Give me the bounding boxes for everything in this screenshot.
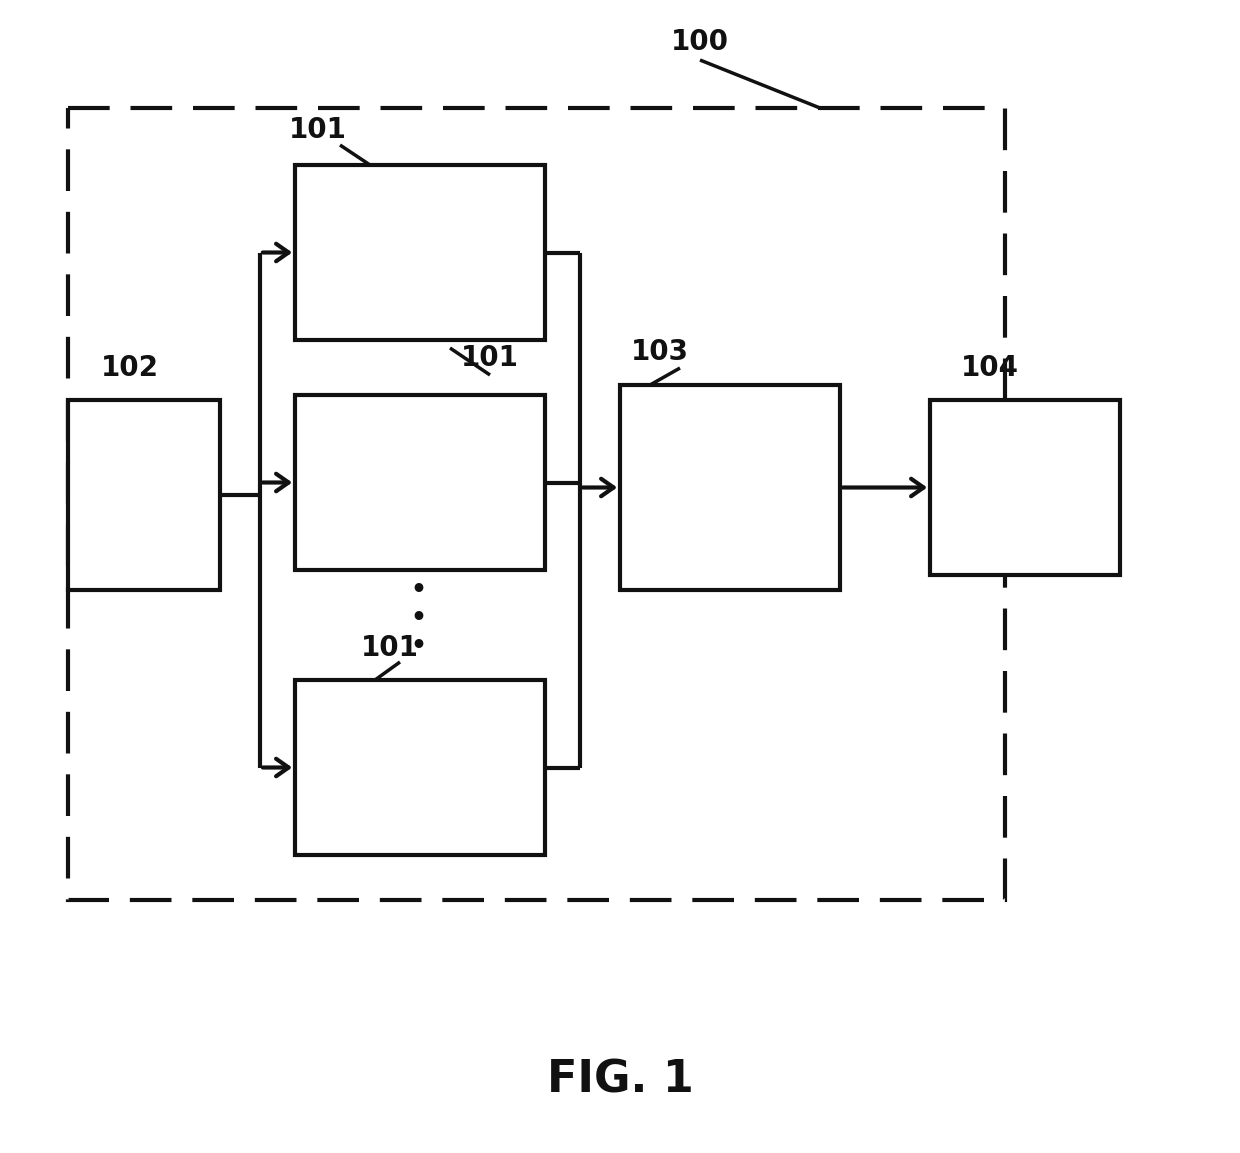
Text: 102: 102 — [100, 354, 159, 382]
Bar — [68, 400, 219, 590]
Text: •
•
•: • • • — [410, 578, 427, 658]
Text: 101: 101 — [289, 116, 347, 144]
Bar — [620, 385, 839, 590]
Text: 100: 100 — [671, 28, 729, 56]
Bar — [295, 395, 546, 570]
Text: 101: 101 — [461, 344, 518, 372]
Bar — [68, 108, 1004, 900]
Bar — [295, 165, 546, 340]
Text: 104: 104 — [961, 354, 1019, 382]
Text: 101: 101 — [361, 634, 419, 662]
Text: 103: 103 — [631, 338, 689, 366]
Bar — [295, 680, 546, 856]
Text: FIG. 1: FIG. 1 — [547, 1058, 693, 1101]
Bar — [930, 400, 1120, 575]
